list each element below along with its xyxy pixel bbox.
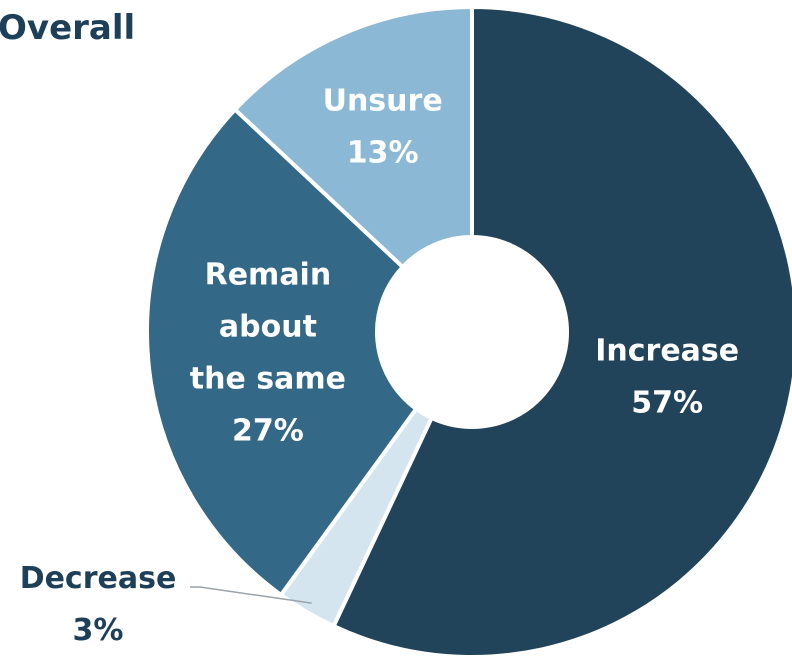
- slice-label-line: Increase: [595, 334, 739, 369]
- slice-value-remain-about-the-same: 27%: [232, 413, 304, 448]
- slice-value-unsure: 13%: [347, 136, 419, 171]
- slices-group: [145, 5, 792, 656]
- slice-label-line: about: [219, 309, 317, 344]
- chart-title: Overall: [0, 8, 136, 48]
- slice-label-remain-about-the-same: Remain about the same 27%: [190, 257, 346, 448]
- slice-remain-about-the-same: [145, 107, 419, 597]
- slice-value-increase: 57%: [631, 386, 703, 421]
- labels-group: Increase 57% Decrease 3% Remain about the same…: [20, 84, 739, 648]
- slice-label-line: Unsure: [323, 84, 443, 119]
- slice-increase: [331, 5, 792, 656]
- slice-unsure: [233, 5, 474, 269]
- slice-label-line: the same: [190, 361, 346, 396]
- slice-label-line: Decrease: [20, 561, 177, 596]
- slice-label-decrease: Decrease 3%: [20, 561, 177, 648]
- slice-value-decrease: 3%: [73, 613, 124, 648]
- leader-line-decrease: [190, 586, 312, 604]
- slice-label-increase: Increase 57%: [595, 334, 739, 421]
- slice-label-unsure: Unsure 13%: [323, 84, 443, 171]
- slice-label-line: Remain: [205, 257, 332, 292]
